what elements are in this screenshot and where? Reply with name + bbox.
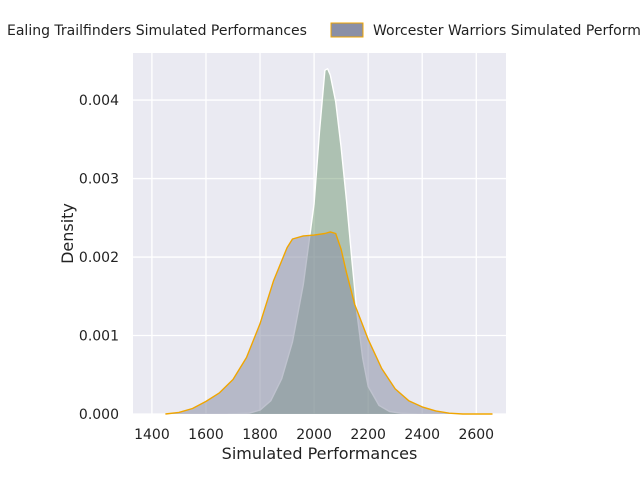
legend-label-worcester: Worcester Warriors Simulated Performance…	[373, 23, 640, 39]
y-tick-label: 0.002	[79, 250, 119, 266]
legend-swatch-worcester	[330, 22, 364, 38]
x-tick-labels: 1400 1600 1800 2000 2200 2400 2600	[134, 427, 494, 443]
y-tick-labels: 0.000 0.001 0.002 0.003 0.004	[79, 93, 119, 423]
x-tick-label: 2200	[350, 427, 386, 443]
x-tick-label: 1600	[188, 427, 224, 443]
y-tick-label: 0.000	[79, 407, 119, 423]
x-tick-label: 2000	[296, 427, 332, 443]
x-tick-label: 1400	[134, 427, 170, 443]
x-tick-label: 2400	[404, 427, 440, 443]
x-axis-label: Simulated Performances	[222, 444, 418, 463]
y-tick-label: 0.003	[79, 172, 119, 188]
x-tick-label: 2600	[458, 427, 494, 443]
y-tick-label: 0.004	[79, 93, 119, 109]
density-area-worcester	[165, 231, 493, 414]
x-tick-label: 1800	[242, 427, 278, 443]
y-tick-label: 0.001	[79, 329, 119, 345]
density-areas	[165, 68, 493, 415]
legend-label-ealing: Ealing Trailfinders Simulated Performanc…	[7, 23, 307, 39]
y-axis-label: Density	[58, 203, 77, 264]
density-line-worcester	[165, 231, 493, 415]
legend: Ealing Trailfinders Simulated Performanc…	[7, 22, 640, 39]
